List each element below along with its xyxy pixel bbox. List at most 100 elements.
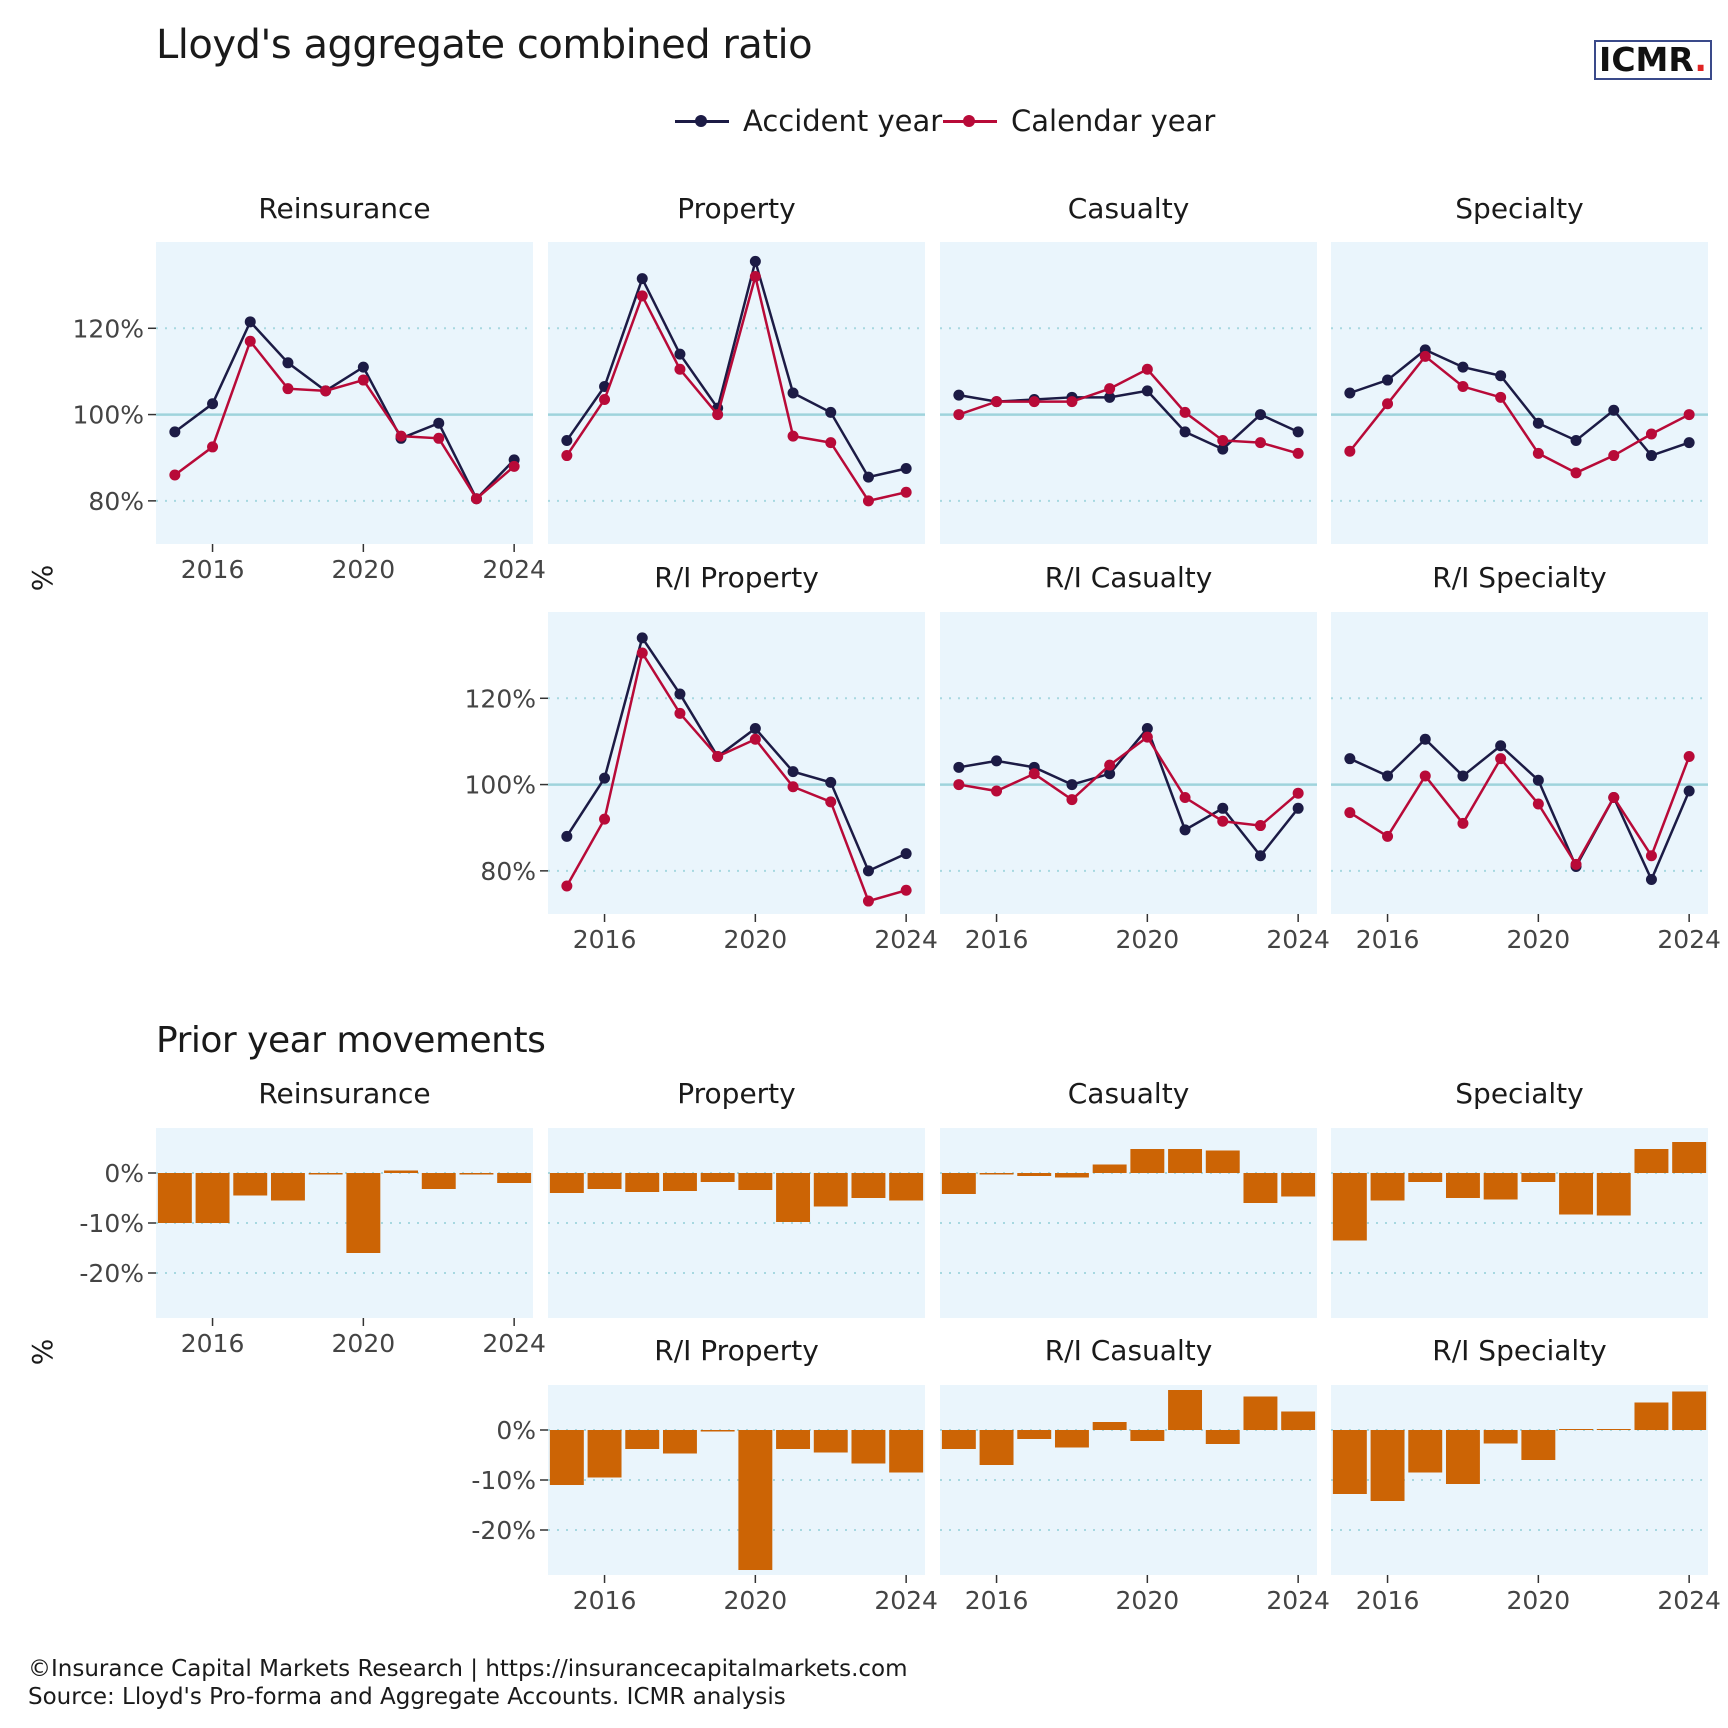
bar-r-i-specialty-xtick-label-2: 2024 — [1657, 1586, 1721, 1615]
line-property-accident-year-point-2022 — [825, 406, 837, 418]
line-r-i-casualty-calendar-year-point-2022 — [1217, 815, 1229, 827]
bar-property-panel: Property — [548, 1077, 925, 1318]
bar-r-i-casualty-title: R/I Casualty — [1045, 1334, 1213, 1367]
line-r-i-specialty-accident-year-point-2015 — [1344, 753, 1356, 765]
bar-reinsurance-xtick-label-0: 2016 — [181, 1329, 245, 1358]
line-reinsurance-calendar-year-point-2019 — [320, 385, 332, 397]
line-casualty-accident-year-point-2021 — [1179, 426, 1191, 438]
bar-reinsurance-bar-2015 — [157, 1173, 192, 1223]
line-r-i-property-calendar-year-point-2016 — [599, 813, 611, 825]
line-reinsurance-title: Reinsurance — [258, 192, 430, 225]
bar-r-i-property-title: R/I Property — [654, 1334, 819, 1367]
line-r-i-specialty-xtick-label-2: 2024 — [1657, 925, 1721, 954]
line-specialty-panel: Specialty — [1331, 192, 1708, 544]
line-casualty-title: Casualty — [1068, 192, 1190, 225]
line-r-i-property-calendar-year-point-2015 — [561, 880, 573, 892]
line-r-i-casualty-accident-year-point-2016 — [991, 755, 1003, 767]
bar-r-i-property-ytick-label-1: -10% — [471, 1466, 536, 1495]
line-specialty-accident-year-point-2018 — [1457, 361, 1469, 373]
line-r-i-casualty-accident-year-point-2024 — [1292, 802, 1304, 814]
line-r-i-casualty-calendar-year-point-2015 — [953, 779, 965, 791]
bar-casualty-panel: Casualty — [940, 1077, 1317, 1318]
bar-r-i-casualty-xtick-label-2: 2024 — [1266, 1586, 1330, 1615]
line-r-i-property-background — [548, 612, 925, 914]
bar-casualty-bar-2016 — [979, 1173, 1014, 1175]
line-reinsurance-accident-year-point-2015 — [169, 426, 181, 438]
line-specialty-background — [1331, 242, 1708, 544]
line-property-accident-year-point-2020 — [749, 255, 761, 267]
footer-source: Source: Lloyd's Pro-forma and Aggregate … — [28, 1684, 786, 1710]
bar-r-i-property-bar-2023 — [851, 1430, 886, 1464]
line-r-i-property-xtick-label-2: 2024 — [874, 925, 938, 954]
bar-r-i-property-bar-2022 — [813, 1430, 848, 1453]
line-reinsurance-xtick-label-0: 2016 — [181, 555, 245, 584]
line-r-i-specialty-xtick-label-0: 2016 — [1356, 925, 1420, 954]
line-property-accident-year-point-2024 — [900, 463, 912, 474]
line-property-calendar-year-point-2016 — [599, 393, 611, 405]
bar-property-title: Property — [677, 1077, 795, 1110]
line-r-i-specialty-accident-year-point-2023 — [1645, 873, 1657, 885]
line-casualty-accident-year-point-2022 — [1217, 443, 1229, 455]
line-r-i-casualty-title: R/I Casualty — [1045, 561, 1213, 594]
line-reinsurance-ytick-label-1: 100% — [73, 401, 144, 430]
line-reinsurance-accident-year-line — [174, 319, 516, 501]
line-reinsurance-calendar-year-point-2016 — [207, 441, 219, 453]
line-r-i-casualty-accident-year-point-2020 — [1141, 722, 1153, 734]
bar-r-i-property-bar-2018 — [662, 1430, 697, 1454]
bar-r-i-casualty-bar-2019 — [1092, 1422, 1127, 1430]
line-r-i-property-xtick-label-0: 2016 — [573, 925, 637, 954]
line-reinsurance-xtick-label-1: 2020 — [332, 555, 396, 584]
line-r-i-specialty-calendar-year-point-2016 — [1382, 830, 1394, 842]
line-r-i-casualty-calendar-year-point-2019 — [1104, 759, 1116, 771]
bar-casualty-bar-2018 — [1054, 1173, 1089, 1178]
bar-reinsurance-bar-2021 — [384, 1170, 419, 1173]
bar-casualty-bar-2019 — [1092, 1164, 1127, 1173]
line-casualty-accident-year-point-2020 — [1141, 385, 1153, 397]
line-specialty-calendar-year-point-2021 — [1570, 467, 1582, 479]
legend-swatch-accident — [675, 111, 729, 131]
line-casualty-panel: Casualty — [940, 192, 1317, 544]
bar-r-i-property-bar-2015 — [549, 1430, 584, 1485]
line-r-i-property-panel: R/I Property 80% 100% 120% 2016 2020 2024 — [465, 561, 938, 954]
icmr-logo: ICMR. — [1594, 40, 1712, 80]
line-property-calendar-year-point-2017 — [636, 290, 648, 302]
line-property-panel: Property — [548, 192, 925, 544]
line-specialty-calendar-year-point-2024 — [1683, 409, 1695, 421]
line-r-i-property-accident-year-point-2020 — [749, 722, 761, 734]
line-r-i-property-accident-year-line — [565, 634, 907, 873]
bar-property-bar-2021 — [776, 1173, 811, 1222]
line-r-i-specialty-panel: R/I Specialty 2016 2020 2024 — [1331, 561, 1721, 954]
line-r-i-specialty-accident-year-line — [1349, 737, 1691, 883]
bar-specialty-title: Specialty — [1455, 1077, 1583, 1110]
line-r-i-casualty-calendar-year-point-2016 — [991, 785, 1003, 797]
line-casualty-accident-year-point-2019 — [1104, 391, 1116, 403]
line-specialty-accident-year-point-2019 — [1495, 370, 1507, 382]
line-casualty-calendar-year-point-2015 — [953, 409, 965, 421]
bar-r-i-casualty-bar-2022 — [1205, 1430, 1240, 1444]
line-property-title: Property — [677, 192, 795, 225]
bar-specialty-bar-2016 — [1370, 1173, 1405, 1201]
bar-r-i-property-xtick-label-1: 2020 — [724, 1586, 788, 1615]
line-r-i-casualty-accident-year-point-2019 — [1104, 768, 1116, 780]
line-r-i-casualty-accident-year-point-2022 — [1217, 802, 1229, 814]
bar-property-bar-2019 — [700, 1173, 735, 1182]
line-r-i-casualty-accident-year-point-2021 — [1179, 824, 1191, 836]
line-r-i-property-calendar-year-point-2023 — [862, 895, 874, 907]
line-reinsurance-calendar-year-line — [174, 338, 515, 501]
line-specialty-accident-year-point-2022 — [1608, 404, 1620, 416]
bar-specialty-panel: Specialty — [1331, 1077, 1708, 1318]
line-reinsurance-calendar-year-point-2020 — [357, 374, 369, 386]
bar-r-i-casualty-panel: R/I Casualty 2016 2020 2024 — [940, 1334, 1330, 1615]
legend-swatch-calendar — [943, 111, 997, 131]
line-r-i-specialty-accident-year-point-2019 — [1495, 740, 1507, 752]
line-r-i-property-accident-year-point-2017 — [636, 632, 648, 644]
bar-reinsurance-bar-2018 — [270, 1173, 305, 1201]
line-specialty-accident-year-point-2015 — [1344, 387, 1356, 399]
line-r-i-casualty-accident-year-point-2015 — [953, 761, 965, 773]
bar-reinsurance-title: Reinsurance — [258, 1077, 430, 1110]
line-r-i-specialty-calendar-year-point-2015 — [1344, 807, 1356, 819]
line-reinsurance-ytick-label-2: 120% — [73, 314, 144, 343]
bar-property-bar-2016 — [587, 1173, 622, 1189]
bar-r-i-specialty-bar-2018 — [1445, 1430, 1480, 1484]
line-r-i-property-calendar-year-point-2024 — [900, 884, 912, 896]
